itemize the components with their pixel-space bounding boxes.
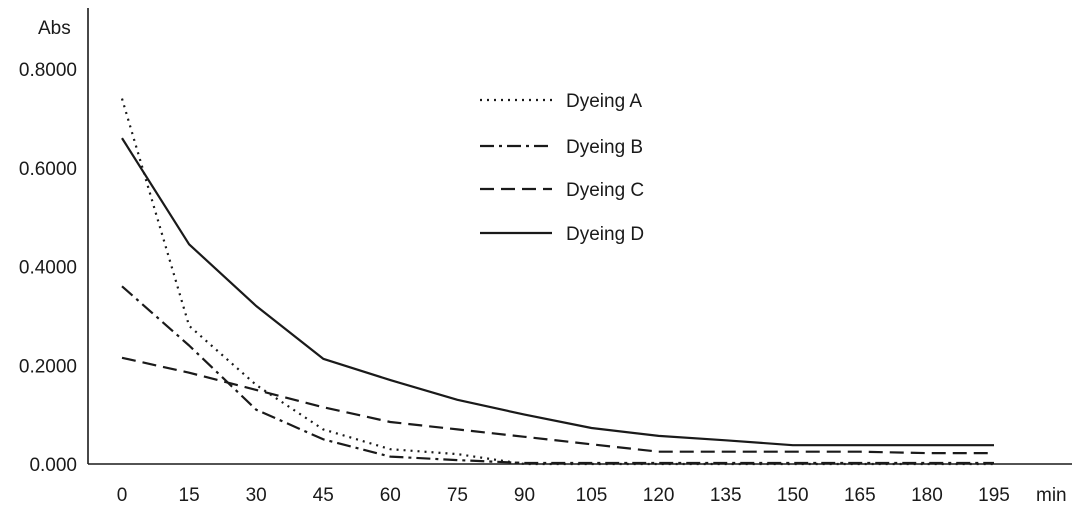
x-tick-label: 105 xyxy=(576,485,608,506)
legend-label: Dyeing A xyxy=(566,91,642,112)
x-tick-label: 150 xyxy=(777,485,809,506)
series-line-dyeing-c xyxy=(121,356,994,455)
x-tick-label: 120 xyxy=(643,485,675,506)
x-tick-label: 60 xyxy=(380,485,401,506)
series-line-dyeing-d xyxy=(121,137,994,447)
legend-label: Dyeing B xyxy=(566,137,643,158)
series-line-dyeing-a xyxy=(120,98,994,466)
x-tick-label: 75 xyxy=(447,485,468,506)
y-tick-label: 0.8000 xyxy=(19,60,77,81)
legend-label: Dyeing D xyxy=(566,224,644,245)
x-tick-label: 45 xyxy=(313,485,334,506)
x-tick-label: 30 xyxy=(246,485,267,506)
x-tick-label: 180 xyxy=(911,485,943,506)
legend-label: Dyeing C xyxy=(566,180,644,201)
series-lines xyxy=(120,98,994,466)
y-tick-label: 0.6000 xyxy=(19,159,77,180)
y-tick-label: 0.2000 xyxy=(19,356,77,377)
y-tick-label: 0.000 xyxy=(29,455,77,476)
x-axis: 0 15 30 45 60 75 90 105 120 135 150 165 180 195 min xyxy=(88,463,1072,506)
y-axis: 0.000 0.2000 0.4000 0.6000 0.8000 Abs xyxy=(19,8,89,476)
x-tick-label: 135 xyxy=(710,485,742,506)
legend: Dyeing A Dyeing B Dyeing C Dyeing D xyxy=(480,91,644,245)
y-tick-label: 0.4000 xyxy=(19,258,77,279)
x-tick-label: 0 xyxy=(117,485,128,506)
x-tick-label: 165 xyxy=(844,485,876,506)
series-line-dyeing-b xyxy=(121,285,994,465)
x-tick-label: 195 xyxy=(978,485,1010,506)
x-tick-label: 15 xyxy=(179,485,200,506)
y-axis-label: Abs xyxy=(38,18,71,39)
x-tick-label: 90 xyxy=(514,485,535,506)
x-axis-label: min xyxy=(1036,485,1067,506)
